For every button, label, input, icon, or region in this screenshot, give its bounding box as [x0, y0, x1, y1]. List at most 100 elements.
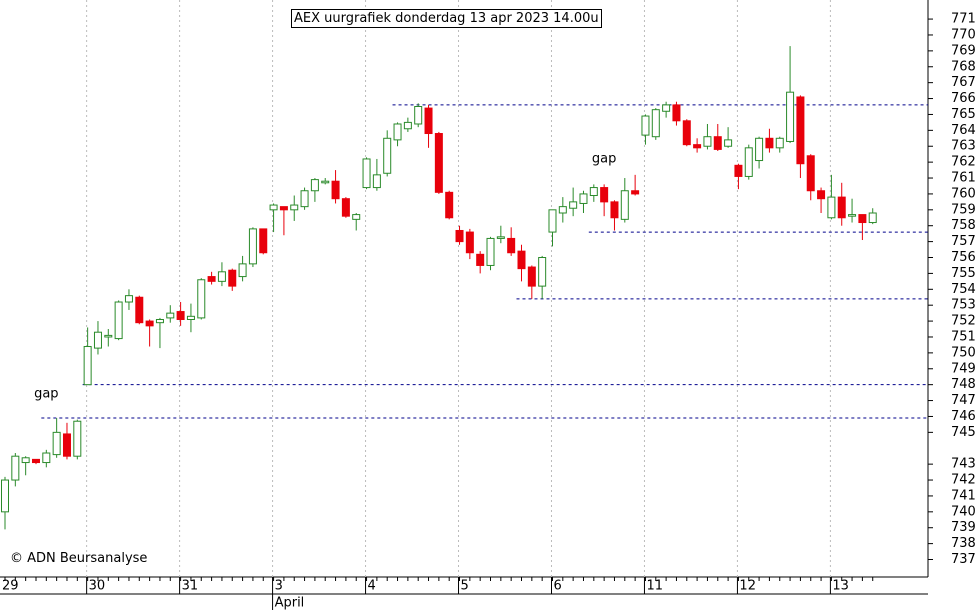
- y-tick-label: 746: [951, 409, 976, 424]
- candle-body: [538, 257, 547, 287]
- y-tick-label: 755: [951, 266, 976, 281]
- candle-body: [837, 196, 846, 219]
- candle-body: [166, 312, 175, 319]
- candle-body: [197, 279, 206, 319]
- y-tick-label: 737: [951, 552, 976, 567]
- y-tick-label: 765: [951, 107, 976, 122]
- candle-body: [486, 237, 495, 266]
- candle-body: [703, 136, 712, 147]
- y-tick-label: 761: [951, 171, 976, 186]
- y-tick-label: 738: [951, 536, 976, 551]
- y-tick-label: 742: [951, 473, 976, 488]
- candle-body: [42, 452, 51, 464]
- candle-body: [21, 457, 30, 464]
- y-tick-label: 749: [951, 361, 976, 376]
- chart-title: AEX uurgrafiek donderdag 13 apr 2023 14.…: [291, 9, 602, 28]
- candle-body: [1, 479, 9, 513]
- month-label: April: [275, 596, 305, 610]
- y-tick-label: 748: [951, 377, 976, 392]
- candle-body: [62, 433, 71, 457]
- y-tick-label: 743: [951, 457, 976, 472]
- candle-body: [248, 228, 257, 265]
- candle-body: [589, 187, 598, 197]
- candle-body: [517, 250, 526, 270]
- candle-body: [579, 193, 588, 204]
- x-tick-label: 12: [739, 579, 756, 594]
- candle-body: [372, 174, 381, 189]
- x-tick-label: 6: [553, 579, 561, 594]
- candle-body: [610, 201, 619, 219]
- y-tick-label: 747: [951, 393, 976, 408]
- y-tick-label: 769: [951, 43, 976, 58]
- candle-body: [527, 266, 536, 287]
- candle-body: [672, 104, 681, 122]
- candle-body: [31, 458, 40, 464]
- y-tick-label: 767: [951, 75, 976, 90]
- y-tick-label: 770: [951, 27, 976, 42]
- candle-body: [321, 180, 330, 184]
- candle-body: [73, 420, 82, 457]
- candle-body: [104, 334, 113, 338]
- y-tick-label: 759: [951, 202, 976, 217]
- candle-body: [496, 236, 505, 239]
- candle-body: [641, 115, 650, 136]
- candle-body: [724, 139, 733, 147]
- candle-body: [341, 198, 350, 217]
- candle-body: [269, 204, 278, 211]
- candle-body: [238, 263, 247, 278]
- candle-body: [155, 318, 164, 324]
- candle-body: [868, 212, 877, 224]
- candle-body: [393, 123, 402, 141]
- y-tick-label: 745: [951, 425, 976, 440]
- candle-body: [755, 137, 764, 162]
- y-tick-label: 762: [951, 155, 976, 170]
- y-tick-label: 739: [951, 520, 976, 535]
- candle-body: [558, 206, 567, 214]
- candle-body: [775, 137, 784, 149]
- candle-body: [765, 137, 774, 149]
- x-tick-label: 5: [461, 579, 469, 594]
- candle-body: [476, 253, 485, 266]
- candle-body: [217, 271, 226, 282]
- candle-body: [352, 214, 361, 220]
- candle-body: [310, 179, 319, 192]
- y-tick-label: 757: [951, 234, 976, 249]
- candle-body: [331, 180, 340, 200]
- candle-body: [713, 136, 722, 150]
- candle-body: [827, 196, 836, 219]
- x-tick-label: 4: [368, 579, 376, 594]
- candle-body: [290, 204, 299, 211]
- candle-body: [548, 209, 557, 233]
- candle-body: [93, 331, 102, 349]
- y-tick-label: 763: [951, 139, 976, 154]
- candle-body: [734, 164, 743, 177]
- candle-body: [858, 214, 867, 224]
- candle-body: [11, 455, 20, 481]
- y-tick-label: 771: [951, 12, 976, 27]
- y-tick-label: 754: [951, 282, 976, 297]
- y-tick-label: 758: [951, 218, 976, 233]
- candle-body: [414, 105, 423, 125]
- candle-body: [145, 320, 154, 327]
- candle-body: [52, 431, 61, 456]
- credit: © ADN Beursanalyse: [10, 551, 148, 566]
- annotation: gap: [592, 151, 616, 166]
- x-tick-label: 13: [832, 579, 849, 594]
- candle-body: [207, 276, 216, 282]
- candle-body: [455, 229, 464, 243]
- y-tick-label: 768: [951, 59, 976, 74]
- y-tick-label: 741: [951, 488, 976, 503]
- candle-body: [124, 295, 133, 303]
- candle-body: [682, 120, 691, 146]
- candle-body: [135, 296, 144, 324]
- candle-body: [186, 315, 195, 320]
- candle-body: [383, 137, 392, 174]
- candle-body: [786, 91, 795, 142]
- candle-body: [300, 190, 309, 208]
- candle-body: [403, 121, 412, 130]
- x-tick-label: 11: [646, 579, 663, 594]
- y-tick-label: 756: [951, 250, 976, 265]
- candle-body: [796, 96, 805, 165]
